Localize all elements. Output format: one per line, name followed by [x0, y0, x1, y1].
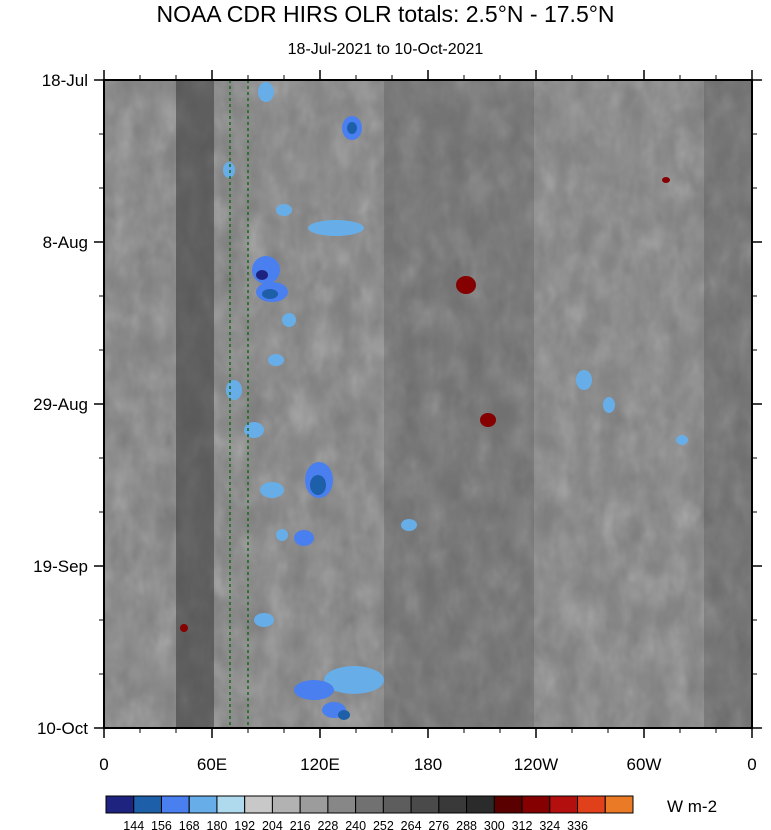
colorbar: 144 156 168 180 192 204 216 228 240 252 264 276 288 3… [105, 795, 634, 830]
x-tick-label: 0 [747, 755, 756, 774]
x-tick-label: 0 [99, 755, 108, 774]
x-tick-label: 120W [514, 755, 558, 774]
high-olr-spot [480, 413, 496, 427]
convection-blob [276, 529, 288, 541]
convection-blob [603, 397, 615, 413]
colorbar-label: 288 [456, 819, 477, 830]
convection-blob [294, 530, 314, 546]
convection-blob [262, 289, 278, 299]
colorbar-swatch [133, 795, 162, 814]
colorbar-swatch [493, 795, 523, 814]
colorbar-label: 276 [428, 819, 449, 830]
convection-blob [310, 475, 326, 495]
x-tick-label: 60E [197, 755, 227, 774]
colorbar-label: 156 [151, 819, 172, 830]
colorbar-swatch [105, 795, 135, 814]
colorbar-swatch [327, 795, 357, 814]
convection-blob [347, 122, 357, 134]
convection-blob [258, 82, 274, 102]
convection-blob [324, 666, 384, 694]
x-tick-label: 120E [300, 755, 340, 774]
colorbar-label: 168 [179, 819, 200, 830]
colorbar-swatch [160, 795, 190, 814]
colorbar-swatch [577, 795, 606, 814]
colorbar-swatch [382, 795, 412, 814]
dark-band [176, 80, 214, 728]
chart-subtitle: 18-Jul-2021 to 10-Oct-2021 [287, 41, 484, 58]
colorbar-label: 144 [123, 819, 144, 830]
convection-blob [401, 519, 417, 531]
convection-blob [282, 313, 296, 327]
colorbar-label: 180 [207, 819, 228, 830]
colorbar-label: 264 [401, 819, 422, 830]
convection-blob [244, 422, 264, 438]
high-olr-spot [662, 177, 670, 183]
colorbar-label: 252 [373, 819, 394, 830]
convection-blob [268, 354, 284, 366]
colorbar-swatch [355, 795, 384, 814]
convection-blob [576, 370, 592, 390]
colorbar-label: 216 [290, 819, 311, 830]
colorbar-swatch [466, 795, 495, 814]
convection-blob [252, 256, 280, 284]
colorbar-swatch [521, 795, 551, 814]
colorbar-swatch [216, 795, 246, 814]
dark-region-east [704, 80, 752, 728]
convection-blob [260, 482, 284, 498]
colorbar-label: 192 [234, 819, 255, 830]
chart-title: NOAA CDR HIRS OLR totals: 2.5°N - 17.5°N [156, 1, 615, 27]
convection-blob [226, 380, 242, 400]
y-tick-label: 18-Jul [42, 71, 88, 90]
colorbar-swatch [271, 795, 301, 814]
y-tick-label: 10-Oct [37, 719, 88, 738]
x-tick-label: 180 [414, 755, 442, 774]
colorbar-swatch [604, 795, 634, 814]
colorbar-label: 324 [539, 819, 560, 830]
reference-lines [229, 80, 249, 728]
colorbar-label: 240 [345, 819, 366, 830]
y-tick-label: 8-Aug [43, 233, 88, 252]
colorbar-label: 204 [262, 819, 283, 830]
y-tick-label: 29-Aug [33, 395, 88, 414]
y-tick-label: 19-Sep [33, 557, 88, 576]
convection-blob [256, 270, 268, 280]
x-axis: 0 60E 120E 180 120W 60W 0 [99, 70, 757, 774]
colorbar-label: 228 [317, 819, 338, 830]
convection-blob [676, 435, 688, 445]
convection-blob [308, 220, 364, 236]
colorbar-units: W m-2 [667, 797, 718, 816]
dark-region [384, 80, 534, 728]
y-axis: 18-Jul 8-Aug 29-Aug 19-Sep 10-Oct [33, 71, 762, 738]
colorbar-swatch [438, 795, 468, 814]
colorbar-swatch [299, 795, 329, 814]
colorbar-label: 300 [484, 819, 505, 830]
colorbar-swatch [549, 795, 579, 814]
convection-blob [338, 710, 350, 720]
convection-blob [276, 204, 292, 216]
olr-field [104, 80, 752, 728]
high-olr-spot [456, 276, 476, 294]
colorbar-label: 312 [512, 819, 533, 830]
high-olr-spot [180, 624, 188, 632]
x-tick-label: 60W [627, 755, 662, 774]
colorbar-swatch [244, 795, 273, 814]
colorbar-swatch [410, 795, 440, 814]
convection-blob [254, 613, 274, 627]
colorbar-swatch [188, 795, 218, 814]
convection-blob [223, 162, 235, 178]
colorbar-label: 336 [567, 819, 588, 830]
convection-blob [294, 680, 334, 700]
